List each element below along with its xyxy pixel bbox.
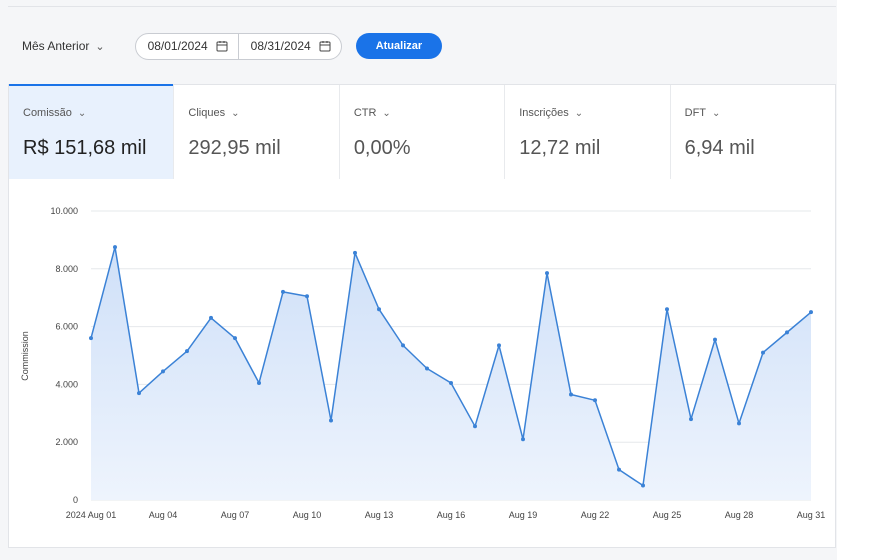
data-point[interactable] <box>257 380 261 385</box>
data-point[interactable] <box>785 330 789 335</box>
data-points <box>89 245 813 488</box>
data-point[interactable] <box>665 307 669 312</box>
date-range-picker: 08/01/2024 08/31/2024 <box>134 32 342 60</box>
data-point[interactable] <box>689 417 693 422</box>
data-point[interactable] <box>713 337 717 342</box>
metric-label: Inscrições <box>519 107 569 119</box>
data-point[interactable] <box>737 421 741 426</box>
chevron-down-icon: ⌄ <box>77 107 87 119</box>
metric-label: DFT <box>684 107 707 119</box>
data-point[interactable] <box>185 349 189 354</box>
metric-tab-inscricoes[interactable]: Inscrições ⌄ 12,72 mil <box>505 85 671 179</box>
metric-tabs: Comissão ⌄ R$ 151,68 mil Cliques ⌄ 292,95 … <box>9 84 835 179</box>
y-tick-label: 0 <box>73 495 78 505</box>
data-point[interactable] <box>449 380 453 385</box>
x-tick-label: Aug 31 <box>797 510 826 520</box>
x-tick-label: Aug 07 <box>221 510 250 520</box>
end-date-field[interactable]: 08/31/2024 <box>237 33 341 59</box>
data-point[interactable] <box>497 343 501 348</box>
chevron-down-icon: ⌄ <box>574 107 584 119</box>
metric-value: 292,95 mil <box>188 137 281 159</box>
x-tick-label: Aug 13 <box>365 510 394 520</box>
data-point[interactable] <box>641 483 645 488</box>
data-point[interactable] <box>425 366 429 371</box>
metric-label: CTR <box>353 107 377 119</box>
data-point[interactable] <box>113 245 117 250</box>
metric-tab-comissao[interactable]: Comissão ⌄ R$ 151,68 mil <box>9 84 175 179</box>
area-fill-shape <box>91 247 811 500</box>
data-point[interactable] <box>545 271 549 276</box>
filter-bar: Mês Anterior ⌄ 08/01/2024 08/31/2024 <box>8 31 443 61</box>
period-select[interactable]: Mês Anterior ⌄ <box>8 31 119 61</box>
right-margin <box>837 0 873 560</box>
metric-tab-ctr[interactable]: CTR ⌄ 0,00% <box>340 85 506 179</box>
update-button[interactable]: Atualizar <box>355 33 443 59</box>
chevron-down-icon: ⌄ <box>712 107 721 119</box>
y-axis-ticks: 0 2.000 4.000 6.000 8.000 10.000 <box>50 206 78 505</box>
start-date-field[interactable]: 08/01/2024 <box>136 34 238 59</box>
metric-label: Cliques <box>188 107 226 119</box>
y-tick-label: 6.000 <box>55 322 78 332</box>
data-point[interactable] <box>137 391 141 396</box>
y-tick-label: 4.000 <box>55 379 78 389</box>
period-select-label: Mês Anterior <box>22 39 90 53</box>
end-date-value: 08/31/2024 <box>250 39 311 53</box>
data-point[interactable] <box>617 467 621 472</box>
x-tick-label: Aug 28 <box>725 510 754 520</box>
chevron-down-icon: ⌄ <box>231 107 240 119</box>
data-point[interactable] <box>281 289 285 294</box>
y-axis-label: Commission <box>20 331 30 381</box>
top-divider <box>8 6 836 7</box>
data-point[interactable] <box>569 392 573 397</box>
data-point[interactable] <box>377 307 381 312</box>
data-point[interactable] <box>521 437 525 442</box>
data-point[interactable] <box>233 336 237 341</box>
data-point[interactable] <box>593 398 597 403</box>
metric-tab-dft[interactable]: DFT ⌄ 6,94 mil <box>671 85 835 179</box>
data-point[interactable] <box>161 369 165 374</box>
x-axis-ticks: 2024 Aug 01 Aug 04 Aug 07 Aug 10 Aug 13 Aug 1… <box>66 510 826 520</box>
data-point[interactable] <box>305 294 309 299</box>
y-tick-label: 2.000 <box>55 437 78 447</box>
metric-value: R$ 151,68 mil <box>23 137 147 159</box>
start-date-value: 08/01/2024 <box>147 39 208 53</box>
chevron-down-icon: ⌄ <box>95 40 105 53</box>
x-tick-label: Aug 22 <box>581 510 610 520</box>
data-point[interactable] <box>761 350 765 355</box>
x-tick-label: Aug 16 <box>437 510 466 520</box>
data-point[interactable] <box>809 310 813 315</box>
x-tick-label: 2024 Aug 01 <box>66 510 117 520</box>
chevron-down-icon: ⌄ <box>382 107 391 119</box>
metric-label: Comissão <box>23 107 72 119</box>
x-tick-label: Aug 25 <box>653 510 682 520</box>
data-point[interactable] <box>473 424 477 429</box>
x-tick-label: Aug 10 <box>293 510 322 520</box>
area-fill <box>91 247 811 500</box>
data-point[interactable] <box>329 418 333 423</box>
data-point[interactable] <box>401 343 405 348</box>
metric-tab-cliques[interactable]: Cliques ⌄ 292,95 mil <box>174 85 340 179</box>
x-tick-label: Aug 04 <box>149 510 178 520</box>
calendar-icon <box>216 41 228 52</box>
metric-value: 6,94 mil <box>684 137 755 159</box>
calendar-icon <box>319 41 331 52</box>
metric-value: 12,72 mil <box>519 137 601 159</box>
x-tick-label: Aug 19 <box>509 510 538 520</box>
y-tick-label: 10.000 <box>50 206 78 216</box>
data-point[interactable] <box>209 315 213 320</box>
metric-value: 0,00% <box>353 137 411 159</box>
y-tick-label: 8.000 <box>55 264 78 274</box>
data-point[interactable] <box>89 336 93 341</box>
data-point[interactable] <box>353 250 357 255</box>
